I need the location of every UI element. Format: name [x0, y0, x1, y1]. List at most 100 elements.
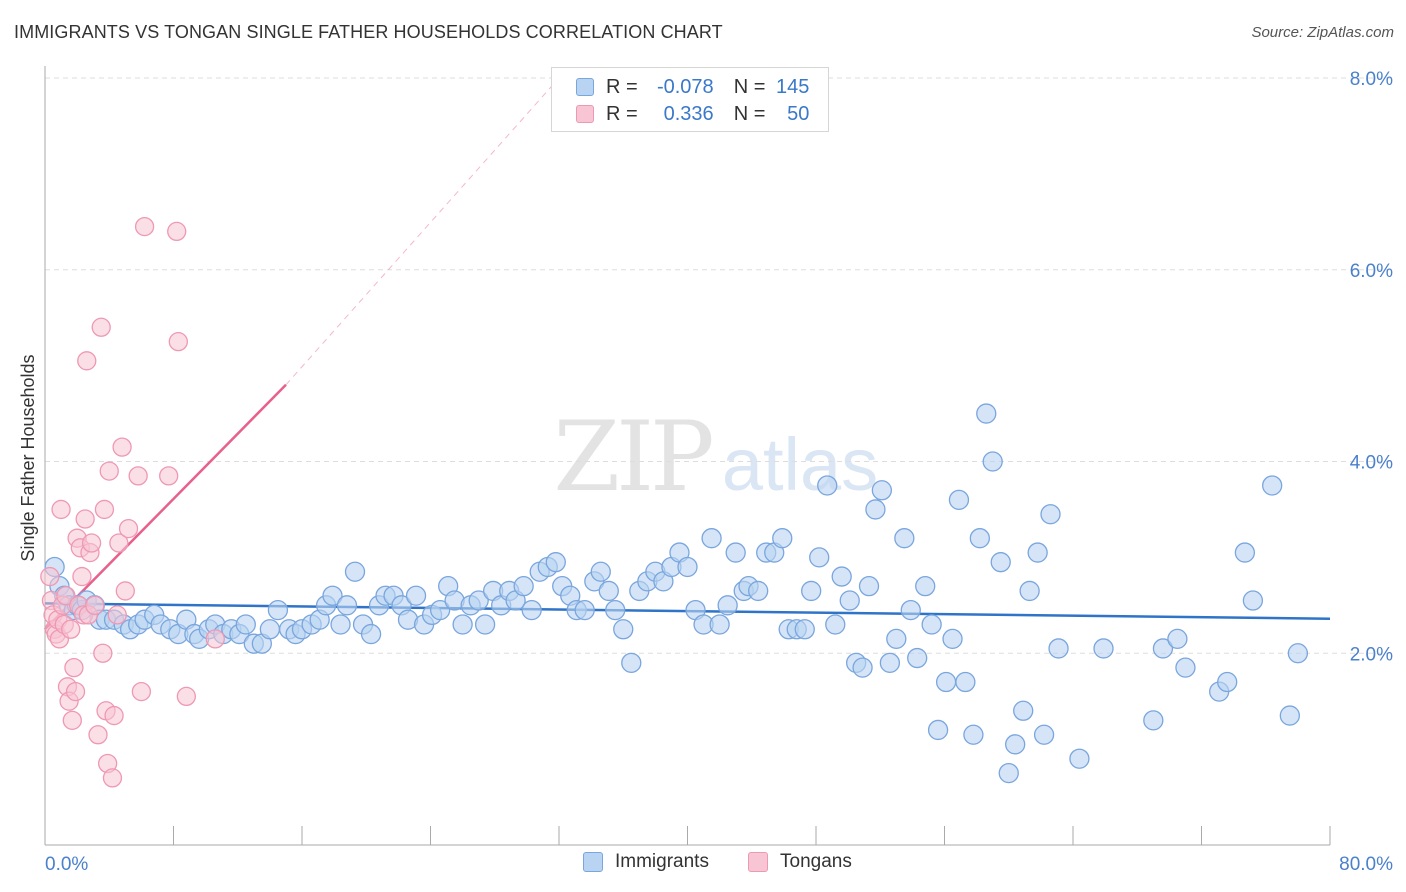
- immigrants-point: [336, 595, 358, 616]
- watermark-zip: ZIP: [553, 401, 712, 513]
- tongans-point: [107, 605, 127, 625]
- immigrants-point: [976, 403, 997, 424]
- immigrants-point: [1069, 748, 1090, 769]
- immigrants-point: [921, 614, 942, 635]
- immigrants-point: [545, 552, 566, 573]
- axis-labels: 2.0% 4.0% 6.0% 8.0% 0.0% 80.0% Single Father H…: [18, 69, 1393, 875]
- immigrants-point: [1033, 724, 1055, 745]
- tongans-point: [64, 657, 84, 678]
- immigrants-point: [894, 528, 915, 549]
- stats-row-tongans: R = 0.336 N = 50: [576, 101, 809, 127]
- immigrants-point: [322, 585, 343, 606]
- tongans-point: [109, 533, 129, 553]
- immigrants-point: [590, 561, 611, 582]
- n-value: 145: [776, 75, 810, 98]
- immigrants-point: [1019, 580, 1040, 602]
- immigrants-points: [44, 403, 1309, 784]
- immigrants-point: [468, 590, 489, 611]
- immigrants-point: [1143, 710, 1164, 731]
- immigrants-point: [452, 614, 473, 635]
- immigrants-point: [1005, 734, 1026, 755]
- immigrants-point: [907, 647, 928, 669]
- immigrants-point: [521, 599, 542, 621]
- immigrants-swatch: [576, 78, 594, 96]
- n-label: N =: [733, 75, 766, 98]
- immigrants-legend-swatch: [583, 852, 603, 872]
- immigrants-point: [1013, 700, 1034, 721]
- immigrants-point: [969, 528, 990, 549]
- immigrants-point: [1262, 475, 1283, 496]
- immigrants-point: [886, 628, 907, 650]
- tongans-point: [75, 509, 95, 529]
- tongans-point: [65, 681, 86, 702]
- tongans-point: [128, 466, 148, 486]
- immigrants-point: [1175, 657, 1196, 678]
- immigrants-point: [982, 451, 1003, 472]
- r-label: R =: [606, 102, 638, 125]
- tongans-point: [81, 533, 102, 553]
- immigrants-point: [677, 556, 698, 578]
- tongans-point: [112, 437, 132, 457]
- tongans-point: [40, 566, 60, 587]
- tongans-point: [131, 681, 152, 702]
- immigrants-point: [990, 552, 1011, 573]
- immigrants-point: [955, 671, 976, 693]
- immigrants-point: [1093, 638, 1114, 659]
- tongans-point: [115, 581, 135, 601]
- x-tick-label: 80.0%: [1339, 854, 1393, 875]
- immigrants-point: [900, 599, 921, 621]
- immigrants-point: [405, 585, 427, 606]
- tongans-point: [88, 725, 108, 745]
- tongans-point: [99, 461, 119, 481]
- immigrants-point: [927, 719, 949, 741]
- immigrants-point: [429, 599, 451, 621]
- tongans-point: [167, 221, 187, 242]
- legend-label-tongans: Tongans: [780, 851, 852, 872]
- tongans-points: [40, 216, 225, 788]
- immigrants-point: [574, 599, 595, 621]
- stats-row-immigrants: R = -0.078 N = 145: [576, 74, 809, 100]
- legend-item-tongans: Tongans: [748, 851, 852, 873]
- chart-title: IMMIGRANTS VS TONGAN SINGLE FATHER HOUSE…: [14, 22, 723, 42]
- immigrants-point: [267, 599, 289, 621]
- source-label: Source: ZipAtlas.com: [1251, 24, 1394, 41]
- immigrants-point: [1152, 638, 1174, 659]
- immigrants-point: [871, 480, 893, 501]
- immigrants-point: [1048, 638, 1069, 659]
- tongans-point: [104, 705, 124, 726]
- tongans-point: [85, 595, 105, 615]
- immigrants-point: [801, 580, 822, 602]
- immigrants-point: [1234, 542, 1256, 563]
- immigrants-point: [259, 619, 281, 640]
- stats-legend: R = -0.078 N = 145 R = 0.336 N = 50: [551, 67, 829, 132]
- y-tick-label: 6.0%: [1350, 261, 1393, 282]
- immigrants-point: [809, 547, 830, 568]
- immigrants-point: [598, 580, 619, 602]
- immigrants-point: [474, 614, 496, 635]
- n-value: 50: [787, 102, 810, 125]
- immigrants-point: [513, 575, 534, 597]
- n-label: N =: [733, 102, 766, 125]
- immigrants-point: [701, 528, 722, 549]
- immigrants-point: [1217, 671, 1238, 693]
- tongans-point: [134, 216, 155, 237]
- immigrants-point: [748, 580, 769, 602]
- immigrants-point: [613, 619, 634, 640]
- immigrants-point: [709, 614, 730, 635]
- tongans-swatch: [576, 105, 594, 123]
- tongans-point: [72, 566, 92, 587]
- immigrants-point: [344, 561, 366, 582]
- tongans-point: [62, 710, 82, 731]
- immigrants-point: [1167, 628, 1188, 650]
- immigrants-point: [605, 599, 626, 621]
- tongans-point: [51, 499, 71, 520]
- immigrants-point: [817, 475, 838, 496]
- immigrants-point: [794, 619, 815, 640]
- gridlines: [45, 77, 1392, 654]
- r-label: R =: [606, 75, 638, 98]
- immigrants-point: [1040, 504, 1061, 525]
- immigrants-point: [1027, 542, 1048, 563]
- tongans-point: [176, 686, 197, 707]
- axes: [44, 66, 1331, 846]
- y-axis-label: Single Father Households: [18, 354, 38, 561]
